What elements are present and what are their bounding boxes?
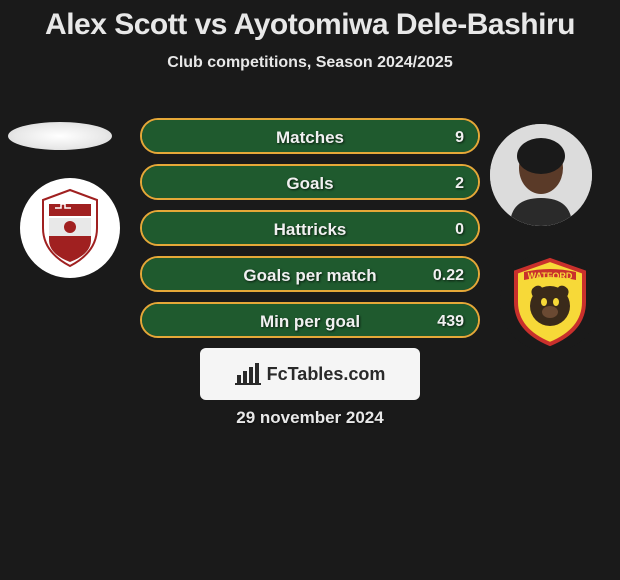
page-subtitle: Club competitions, Season 2024/2025: [0, 54, 620, 72]
stat-bar-hattricks: Hattricks 0: [140, 210, 480, 246]
stat-bar-min-per-goal: Min per goal 439: [140, 302, 480, 338]
stat-bar-fill: [142, 304, 478, 336]
bar-chart-icon: [235, 363, 261, 385]
stat-bar-fill: [142, 166, 478, 198]
player-left-photo: [8, 122, 112, 150]
player-right-club-badge: WATFORD: [500, 252, 600, 352]
svg-text:WATFORD: WATFORD: [528, 271, 573, 281]
player-right-avatar-icon: [490, 124, 592, 226]
stat-bar-matches: Matches 9: [140, 118, 480, 154]
stat-bar-fill: [142, 212, 478, 244]
stat-bar-goals: Goals 2: [140, 164, 480, 200]
date-text: 29 november 2024: [0, 408, 620, 428]
stat-bar-fill: [142, 120, 478, 152]
stats-area: Matches 9 Goals 2 Hattricks 0 Goals per …: [140, 118, 480, 348]
page-title: Alex Scott vs Ayotomiwa Dele-Bashiru: [0, 0, 620, 42]
watford-crest-icon: WATFORD: [504, 256, 596, 348]
stat-bar-goals-per-match: Goals per match 0.22: [140, 256, 480, 292]
stat-bar-fill: [142, 258, 478, 290]
bristol-city-crest-icon: [35, 188, 105, 268]
watermark-badge: FcTables.com: [200, 348, 420, 400]
player-right-photo: [490, 124, 592, 226]
player-left-club-badge: [20, 178, 120, 278]
infographic-container: Alex Scott vs Ayotomiwa Dele-Bashiru Clu…: [0, 0, 620, 580]
watermark-text: FcTables.com: [267, 364, 386, 385]
